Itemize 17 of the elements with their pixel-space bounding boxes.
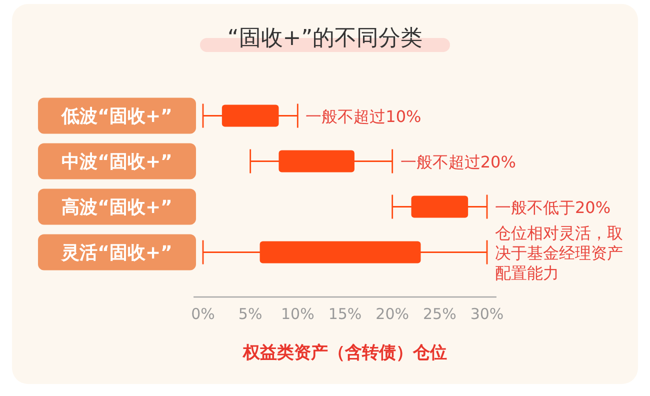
- x-tick-label: 25%: [422, 305, 456, 323]
- annotation: 一般不超过20%: [400, 152, 516, 172]
- y-tick-label: 中波“固收+”: [62, 151, 172, 172]
- y-tick-label: 低波“固收+”: [60, 106, 172, 127]
- annotation: 一般不超过10%: [306, 106, 422, 126]
- chart-title: “固收+”的不同分类: [227, 26, 423, 51]
- x-tick-label: 30%: [470, 305, 504, 323]
- x-axis-title: 权益类资产（含转债）仓位: [242, 343, 447, 363]
- x-tick-label: 5%: [238, 305, 262, 323]
- x-tick-label: 10%: [280, 305, 314, 323]
- y-tick-label: 高波“固收+”: [62, 196, 172, 218]
- x-tick-label: 0%: [191, 305, 215, 323]
- y-tick-label: 灵活“固收+”: [62, 242, 172, 264]
- x-tick-label: 15%: [328, 305, 362, 323]
- annotation: 仓位相对灵活，取决于基金经理资产配置能力: [495, 223, 623, 282]
- annotation: 一般不低于20%: [495, 198, 611, 217]
- x-tick-label: 20%: [376, 305, 410, 323]
